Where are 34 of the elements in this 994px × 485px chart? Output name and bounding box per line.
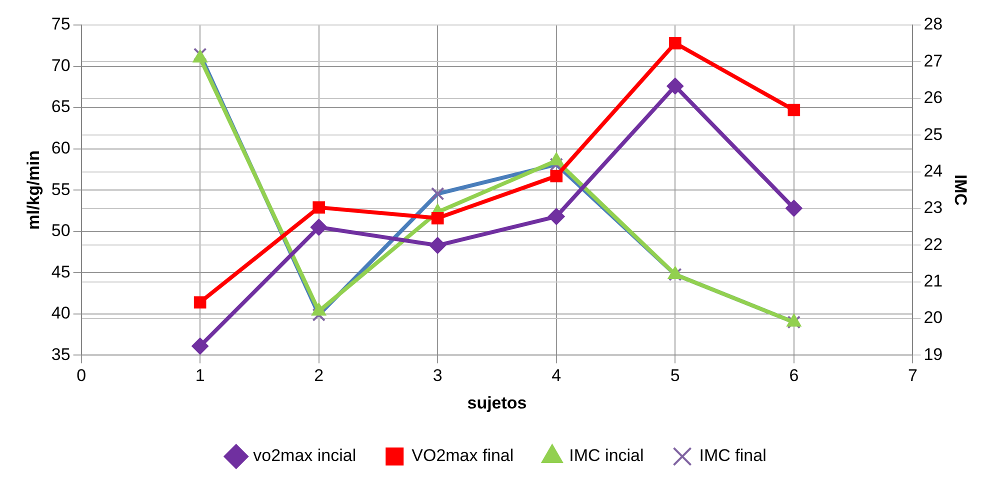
y2-axis-title: IMC	[951, 174, 970, 206]
y2-tick-label: 27	[924, 51, 943, 70]
x-axis-title: sujetos	[467, 393, 527, 412]
x-tick-label: 4	[552, 366, 562, 386]
legend-label: IMC incial	[569, 446, 644, 466]
x-tick-label: 7	[908, 366, 918, 386]
x-tick-label: 5	[670, 366, 680, 386]
y-tick-label: 45	[51, 262, 70, 282]
y-tick-label: 75	[51, 14, 70, 34]
x-tick-label: 0	[76, 366, 86, 386]
y-axis-title: ml/kg/min	[24, 150, 43, 230]
y-tick-label: 65	[51, 97, 70, 116]
y2-tick-label: 19	[924, 344, 943, 364]
x-tick-label: 6	[789, 366, 799, 386]
legend-label: VO2max final	[412, 446, 514, 466]
y-tick-label: 70	[51, 56, 70, 75]
y2-tick-label: 22	[924, 234, 943, 254]
y-tick-label: 50	[51, 221, 70, 240]
y2-tick-label: 21	[924, 272, 943, 291]
y2-tick-label: 25	[924, 124, 943, 144]
legend-label: vo2max incial	[253, 446, 356, 466]
y2-tick-label: 23	[924, 198, 943, 218]
y-tick-label: 60	[51, 138, 70, 158]
y2-tick-label: 26	[924, 88, 943, 108]
y2-tick-label: 20	[924, 308, 943, 328]
x-tick-label: 1	[195, 366, 205, 386]
legend-label: IMC final	[699, 446, 766, 466]
y-tick-label: 35	[51, 344, 70, 364]
y2-tick-label: 24	[924, 161, 943, 180]
x-tick-label: 2	[314, 366, 324, 386]
x-tick-label: 3	[432, 366, 442, 386]
y2-tick-label: 28	[924, 14, 943, 34]
y-tick-label: 55	[51, 180, 70, 199]
y-tick-label: 40	[51, 304, 70, 323]
